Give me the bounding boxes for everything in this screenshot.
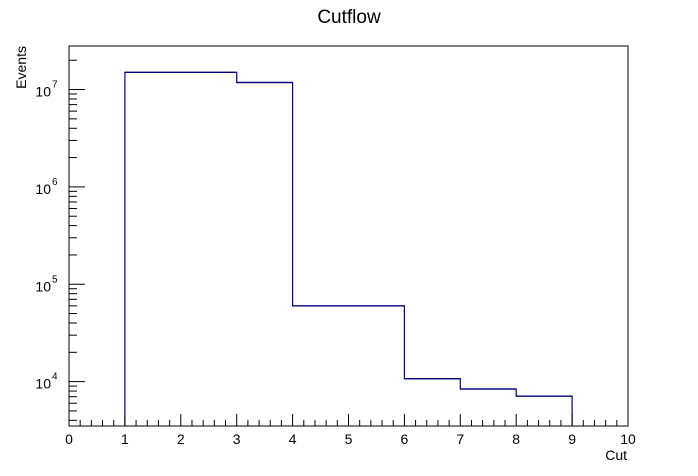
x-tick-label: 9 [568,431,576,447]
x-axis-title: Cut [605,447,627,463]
x-tick-label: 7 [456,431,464,447]
x-tick-label: 2 [177,431,185,447]
x-tick-label: 5 [345,431,353,447]
y-axis-title: Events [13,46,29,89]
x-tick-label: 0 [65,431,73,447]
y-tick-label: 10 [35,84,51,100]
plot-frame [68,45,629,427]
x-tick-label: 6 [401,431,409,447]
y-tick-label: 10 [35,181,51,197]
x-tick-label: 3 [233,431,241,447]
y-tick-exponent: 6 [52,177,58,188]
x-tick-label: 1 [121,431,129,447]
x-axis: 0 1 2 3 4 5 6 7 8 9 10 [65,414,636,447]
y-tick-label: 10 [35,376,51,392]
x-tick-label: 4 [289,431,297,447]
y-tick-exponent: 4 [52,372,58,383]
histogram-layer [124,71,573,426]
y-tick-exponent: 5 [52,274,58,285]
x-tick-label: 10 [620,431,636,447]
chart-title: Cutflow [317,7,381,28]
y-tick-label: 10 [35,278,51,294]
y-tick-exponent: 7 [52,80,58,91]
histogram-outline [124,71,573,426]
x-tick-label: 8 [512,431,520,447]
